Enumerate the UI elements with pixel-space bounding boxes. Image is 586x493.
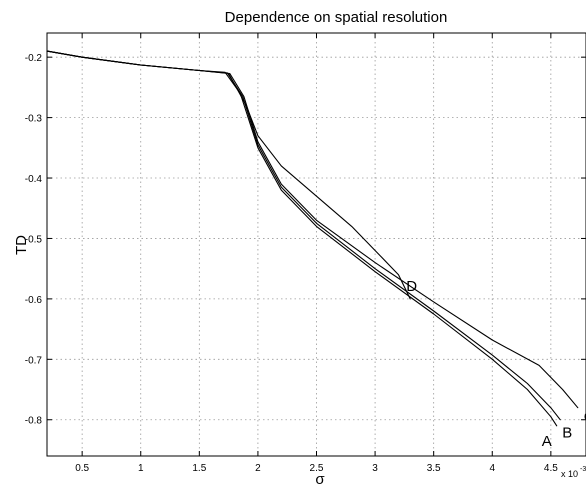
x-tick-label: 2: [255, 463, 261, 474]
x-tick-label: 4.5: [544, 463, 558, 474]
x-tick-label: 2.5: [310, 463, 324, 474]
x-tick-label: 4: [489, 463, 495, 474]
y-tick-label: -0.8: [25, 416, 43, 427]
y-tick-label: -0.6: [25, 295, 43, 306]
series-label-a: A: [542, 433, 552, 450]
series-label-c: C: [584, 409, 586, 426]
axis-ticks: [47, 33, 586, 456]
y-tick-label: -0.5: [25, 234, 43, 245]
series-label-d: D: [406, 278, 417, 295]
y-axis-label: TD: [13, 235, 30, 255]
grid-lines: [47, 33, 586, 456]
y-tick-label: -0.3: [25, 114, 43, 125]
series-line-c: [46, 50, 579, 409]
x-tick-label: 3.5: [427, 463, 441, 474]
series-line-d: [46, 50, 411, 300]
x-tick-label: 3: [372, 463, 378, 474]
series-lines: [46, 50, 579, 427]
y-tick-label: -0.4: [25, 174, 43, 185]
x-axis-multiplier: x 10: [561, 469, 578, 479]
y-tick-label: -0.7: [25, 355, 43, 366]
series-label-b: B: [562, 425, 572, 442]
chart-title: Dependence on spatial resolution: [225, 9, 448, 26]
x-tick-label: 0.5: [75, 463, 89, 474]
x-axis-multiplier-exponent: -3: [580, 466, 586, 473]
y-tick-labels: -0.2 -0.3 -0.4 -0.5 -0.6 -0.7 -0.8: [25, 53, 43, 427]
series-line-b: [46, 50, 561, 421]
x-tick-label: 1: [138, 463, 144, 474]
x-tick-labels: 0.5 1 1.5 2 2.5 3 3.5 4 4.5: [75, 463, 558, 474]
x-axis-label: σ: [315, 471, 325, 488]
series-labels: ABC D: [406, 278, 586, 450]
y-tick-label: -0.2: [25, 53, 43, 64]
x-tick-label: 1.5: [192, 463, 206, 474]
